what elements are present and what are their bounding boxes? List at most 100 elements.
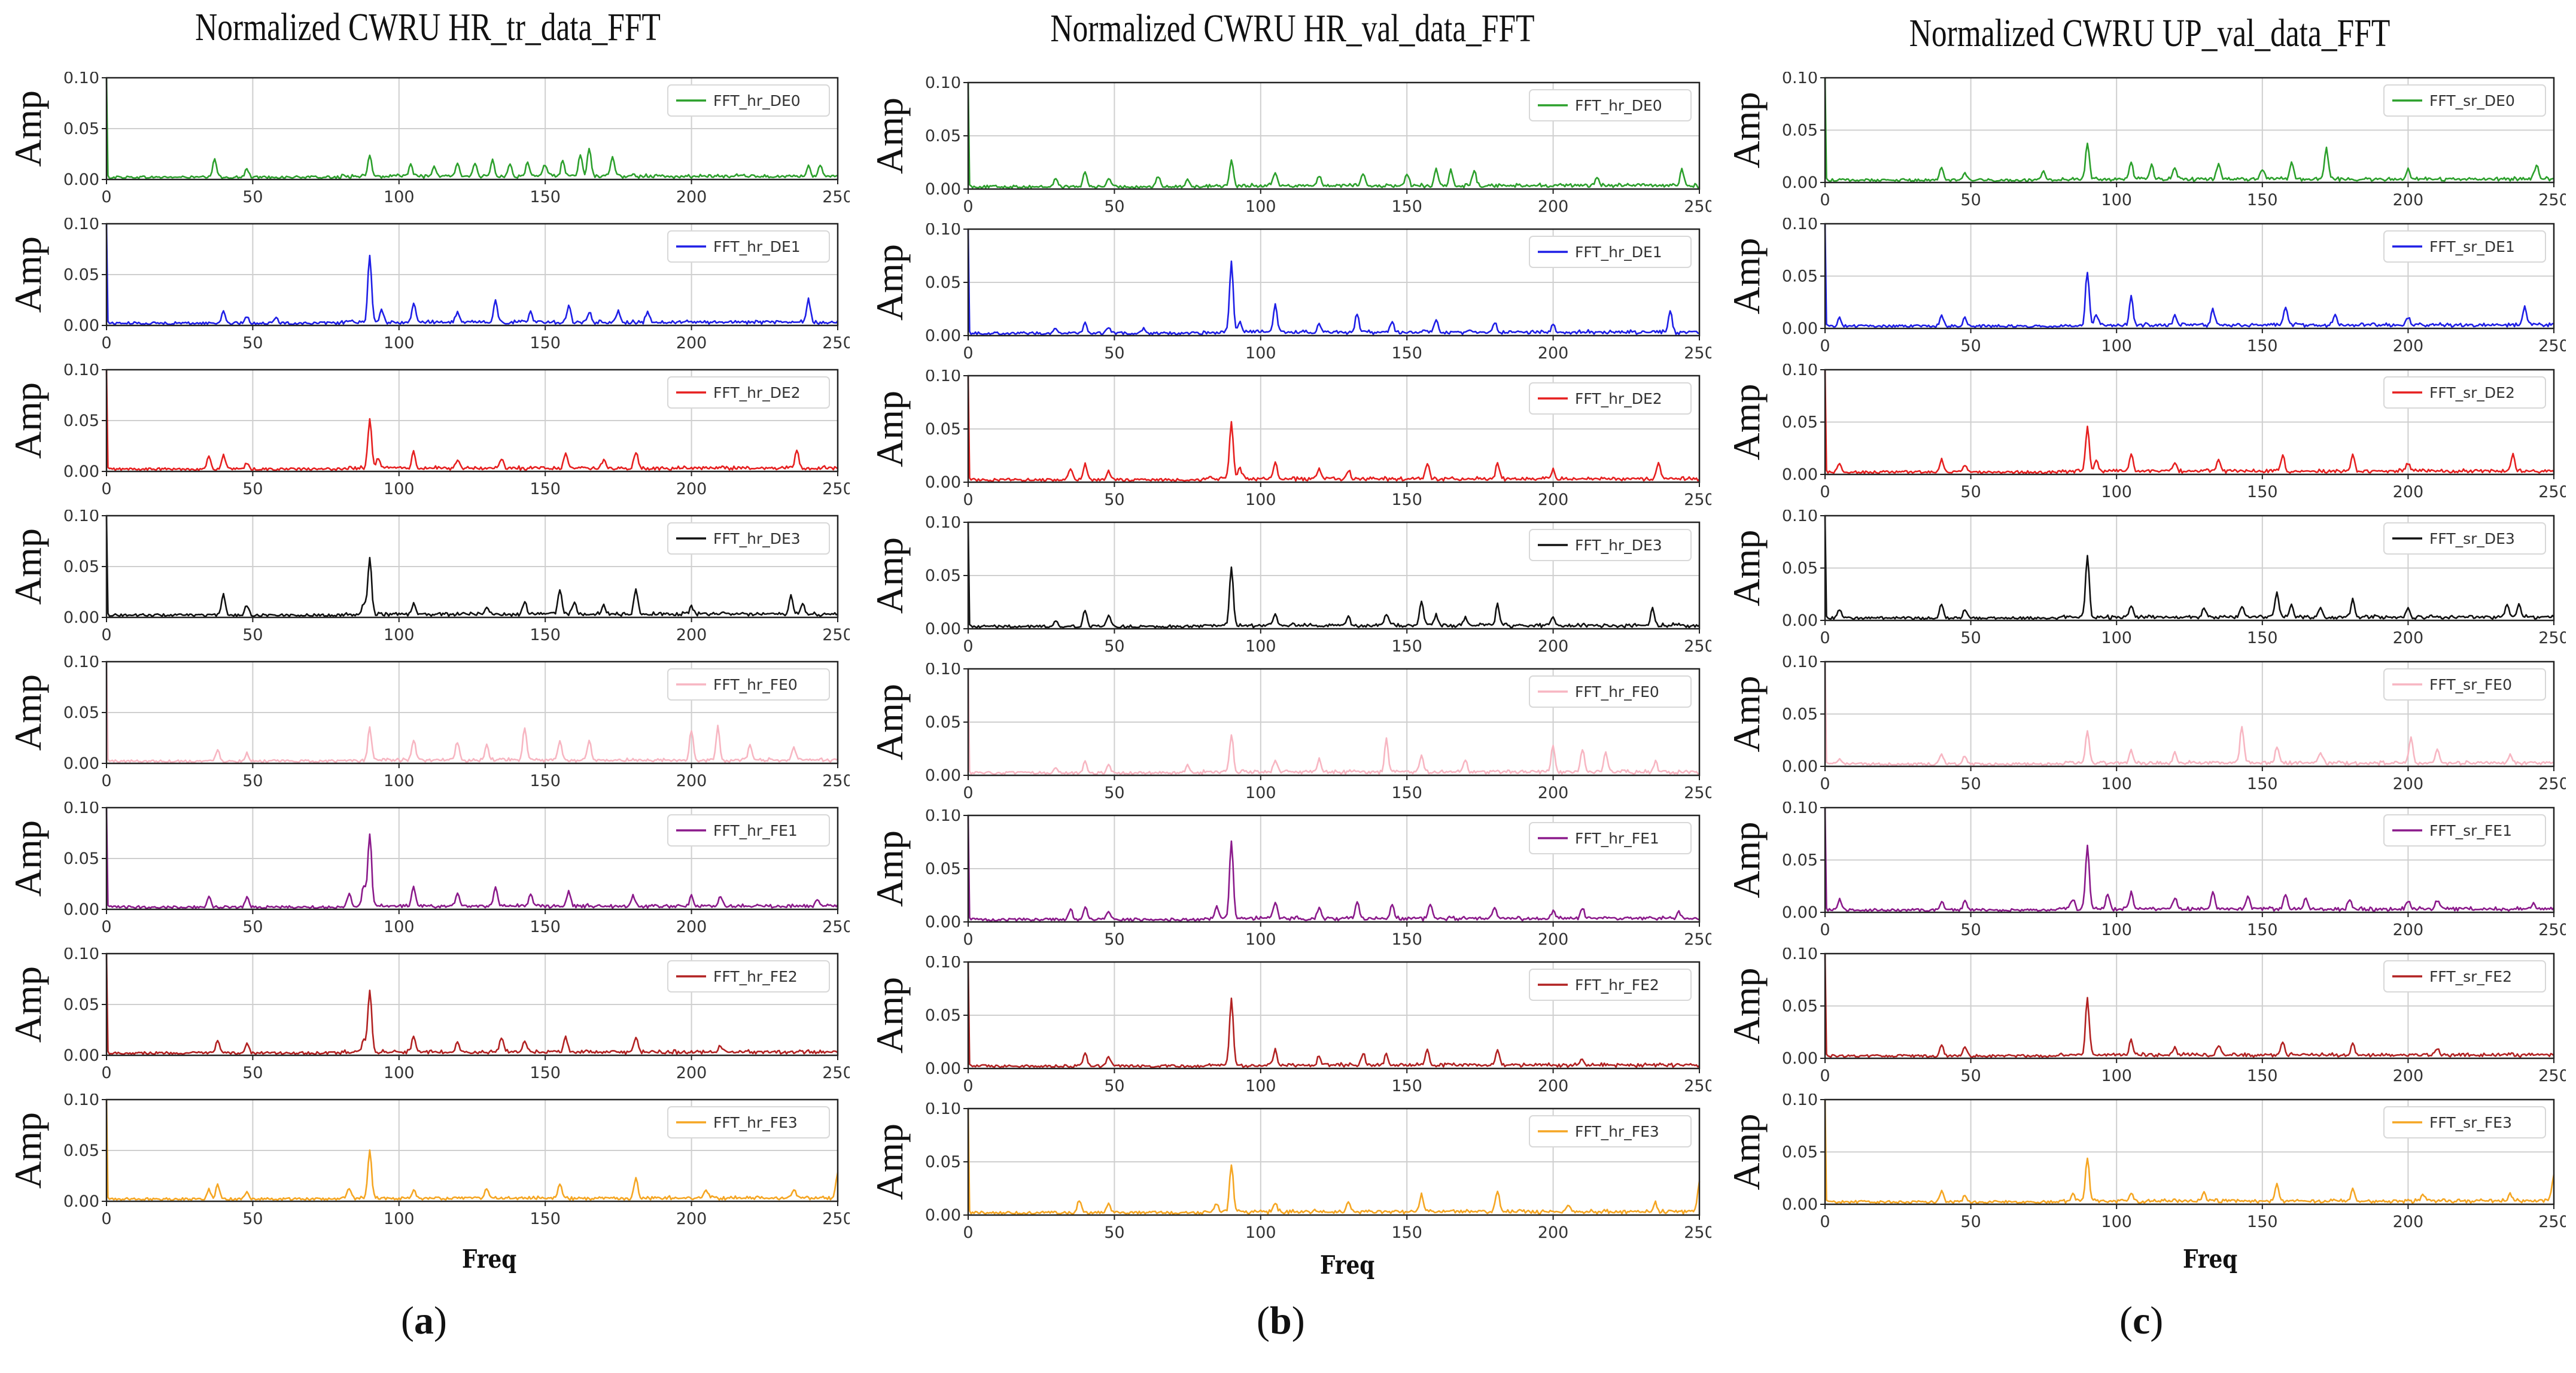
legend: FFT_sr_DE3 <box>2383 522 2546 555</box>
x-tick-label: 50 <box>1104 491 1124 509</box>
x-tick-label: 0 <box>101 334 111 352</box>
chart-title-a: Normalized CWRU HR_tr_data_FFT <box>195 5 661 49</box>
x-tick-label: 150 <box>1391 784 1422 802</box>
y-axis-label: Amp <box>1725 968 1768 1045</box>
x-tick-label: 250 <box>2538 1213 2566 1231</box>
x-axis-label-a: Freq <box>462 1244 517 1274</box>
legend-box <box>667 814 830 847</box>
y-tick-label: 0.00 <box>1782 319 1818 338</box>
panel-fft-hr-fe0-a: 0.00 0.05 0.10 0 50 100 150 200 250 Amp FFT_hr_FE0 <box>7 656 850 790</box>
y-tick-label: 0.00 <box>63 754 99 773</box>
legend-box <box>1529 1115 1692 1147</box>
series-line-fft-hr-fe2 <box>967 961 1700 1068</box>
y-tick-label: 0.10 <box>925 77 961 92</box>
series-line-fft-sr-fe3 <box>1824 1099 2555 1204</box>
x-tick-label: 200 <box>676 334 707 352</box>
legend-box <box>2383 668 2546 701</box>
y-tick-label: 0.00 <box>1782 465 1818 484</box>
series-line-fft-sr-de2 <box>1824 369 2554 474</box>
legend-label: FFT_hr_DE3 <box>713 530 801 547</box>
legend-label: FFT_sr_DE2 <box>2429 384 2515 401</box>
panel-fft-hr-fe2-a: 0.00 0.05 0.10 0 50 100 150 200 250 Amp FFT_hr_FE2 <box>7 948 850 1082</box>
legend: FFT_sr_FE1 <box>2383 814 2546 847</box>
x-tick-label: 50 <box>1960 1213 1981 1231</box>
x-tick-label: 0 <box>963 1223 973 1242</box>
legend-box <box>667 84 830 117</box>
x-tick-label: 0 <box>1820 483 1830 501</box>
legend-box <box>667 376 830 409</box>
y-tick-label: 0.10 <box>1782 802 1818 817</box>
x-tick-label: 0 <box>101 480 111 498</box>
x-tick-label: 100 <box>1245 930 1276 949</box>
y-tick-label: 0.05 <box>1782 997 1818 1016</box>
x-tick-label: 200 <box>676 1064 707 1082</box>
x-tick-label: 0 <box>1820 191 1830 209</box>
y-tick-label: 0.10 <box>63 510 99 525</box>
x-tick-label: 50 <box>242 1210 263 1228</box>
y-tick-label: 0.05 <box>925 127 961 145</box>
x-tick-label: 250 <box>822 188 850 206</box>
x-tick-label: 0 <box>963 491 973 509</box>
x-tick-label: 50 <box>1960 337 1981 355</box>
y-tick-label: 0.05 <box>1782 413 1818 432</box>
legend: FFT_hr_DE1 <box>1529 236 1692 268</box>
x-tick-label: 200 <box>2393 775 2424 793</box>
x-tick-label: 100 <box>384 480 415 498</box>
x-tick-label: 100 <box>2101 921 2132 939</box>
x-tick-label: 50 <box>1960 629 1981 647</box>
panel-fft-sr-de2-c: 0.00 0.05 0.10 0 50 100 150 200 250 Amp FFT_sr_DE2 <box>1725 364 2566 501</box>
x-tick-label: 0 <box>963 344 973 363</box>
x-tick-label: 0 <box>1820 337 1830 355</box>
x-tick-label: 150 <box>2247 483 2278 501</box>
x-tick-label: 0 <box>101 772 111 790</box>
y-tick-label: 0.10 <box>925 809 961 825</box>
legend-box <box>1529 89 1692 121</box>
x-tick-label: 150 <box>1391 1077 1422 1095</box>
series-line-fft-hr-de1 <box>967 229 1700 336</box>
x-tick-label: 0 <box>101 1210 111 1228</box>
y-axis-label: Amp <box>1725 676 1768 753</box>
x-tick-label: 200 <box>1538 344 1569 363</box>
legend-label: FFT_hr_FE0 <box>713 676 798 693</box>
series-line-fft-hr-fe1 <box>105 807 839 909</box>
legend: FFT_sr_FE3 <box>2383 1106 2546 1138</box>
x-tick-label: 50 <box>1960 921 1981 939</box>
x-tick-label: 150 <box>530 1210 561 1228</box>
y-tick-label: 0.10 <box>63 72 99 87</box>
legend-label: FFT_hr_DE2 <box>1575 390 1662 407</box>
legend-label: FFT_hr_FE0 <box>1575 683 1659 701</box>
panel-fft-hr-de1-b: 0.00 0.05 0.10 0 50 100 150 200 250 Amp FFT_hr_DE1 <box>868 223 1711 363</box>
panel-fft-hr-fe1-b: 0.00 0.05 0.10 0 50 100 150 200 250 Amp FFT_hr_FE1 <box>868 809 1711 949</box>
x-tick-label: 200 <box>2393 483 2424 501</box>
legend-box <box>2383 814 2546 847</box>
x-tick-label: 50 <box>1104 344 1124 363</box>
y-tick-label: 0.05 <box>1782 559 1818 578</box>
x-tick-label: 150 <box>2247 775 2278 793</box>
legend: FFT_sr_DE2 <box>2383 376 2546 409</box>
x-tick-label: 250 <box>1684 491 1711 509</box>
y-tick-label: 0.10 <box>63 656 99 671</box>
legend: FFT_hr_DE0 <box>1529 89 1692 121</box>
y-tick-label: 0.00 <box>1782 611 1818 630</box>
series-line-fft-sr-fe0 <box>1824 661 2554 766</box>
y-tick-label: 0.05 <box>63 850 99 868</box>
y-axis-label: Amp <box>7 1112 49 1189</box>
y-tick-label: 0.05 <box>1782 121 1818 140</box>
y-axis-label: Amp <box>1725 92 1768 169</box>
x-tick-label: 50 <box>1104 1077 1124 1095</box>
x-tick-label: 0 <box>101 1064 111 1082</box>
x-tick-label: 150 <box>1391 1223 1422 1242</box>
x-tick-label: 200 <box>2393 337 2424 355</box>
y-tick-label: 0.05 <box>63 995 99 1014</box>
y-tick-label: 0.10 <box>63 364 99 379</box>
x-tick-label: 250 <box>1684 1223 1711 1242</box>
series-line-fft-hr-de2 <box>967 375 1700 482</box>
legend-box <box>1529 236 1692 268</box>
legend-box <box>1529 822 1692 854</box>
y-axis-label: Amp <box>868 830 911 907</box>
x-tick-label: 150 <box>1391 344 1422 363</box>
legend-label: FFT_sr_DE3 <box>2429 530 2515 547</box>
series-line-fft-hr-de0 <box>967 82 1700 189</box>
legend-box <box>2383 960 2546 993</box>
x-tick-label: 250 <box>1684 930 1711 949</box>
